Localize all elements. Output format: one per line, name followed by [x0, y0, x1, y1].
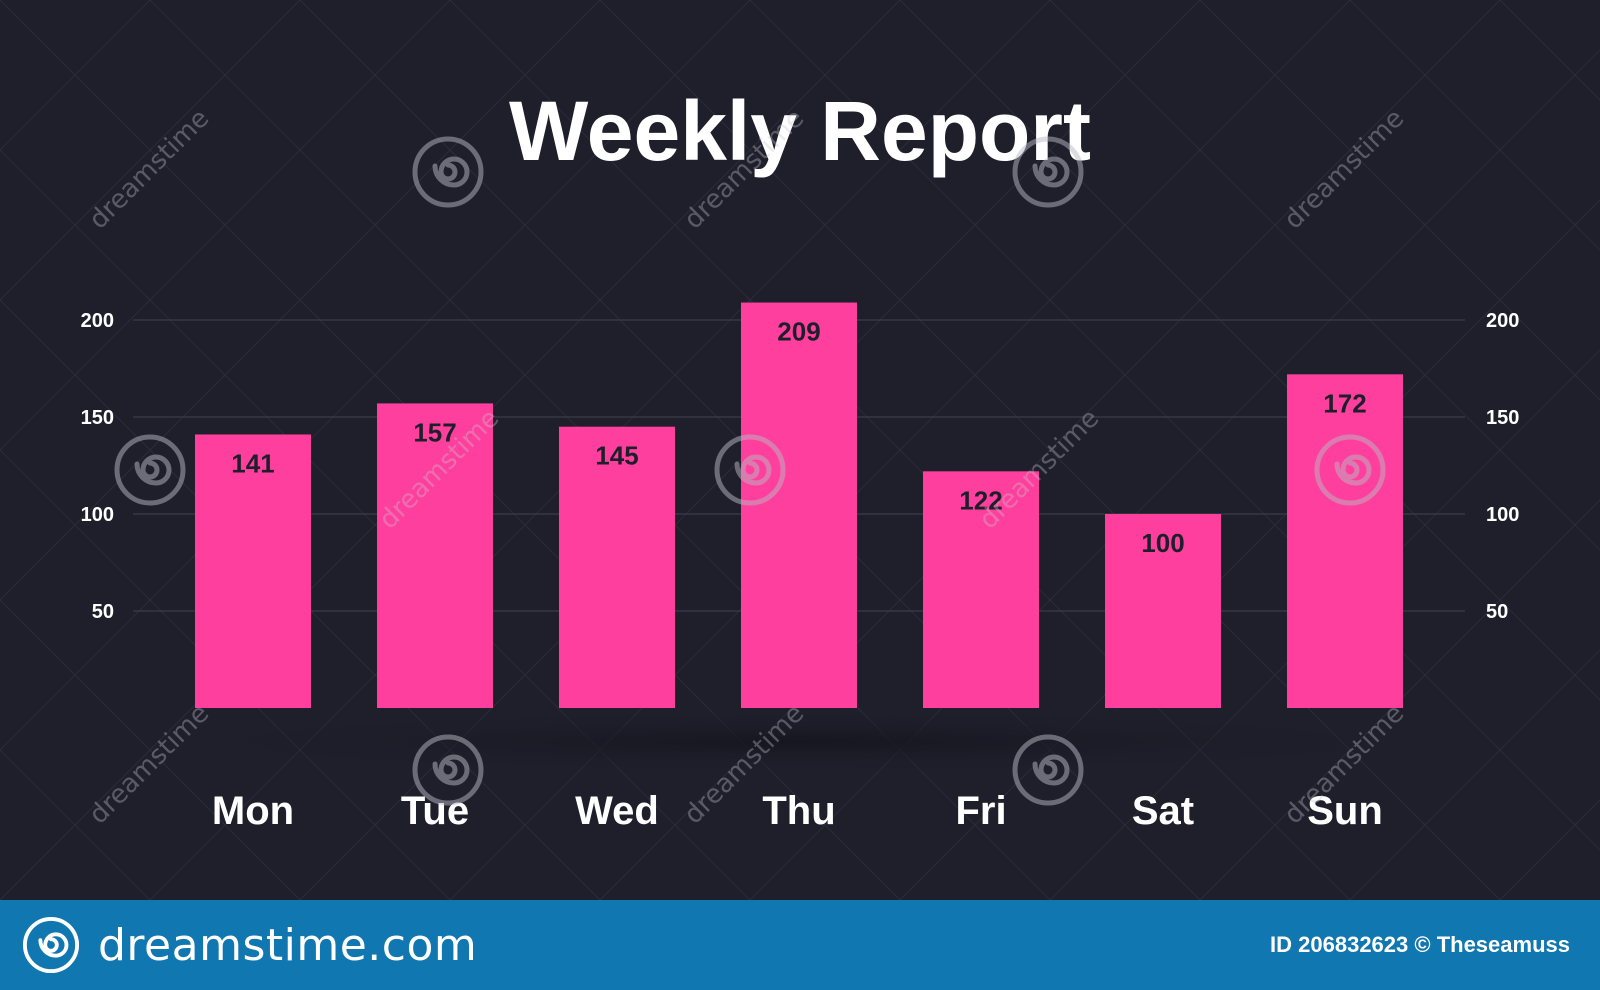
x-label-thu: Thu [762, 789, 835, 833]
x-label-sat: Sat [1132, 789, 1194, 833]
y-axis-left: 50 100 150 200 [81, 310, 114, 623]
footer-bar: dreamstime.com ID 206832623 © Theseamuss [0, 900, 1600, 990]
watermark-text: dreamstime [84, 699, 216, 831]
watermark-text: dreamstime [1279, 104, 1411, 236]
bar-wed [559, 426, 675, 708]
spiral-icon [22, 916, 80, 974]
y-tick-left-100: 100 [81, 504, 114, 526]
spiral-icon [1012, 136, 1084, 208]
bars: 141 157 145 209 122 100 172 [195, 302, 1403, 708]
data-label-sat: 100 [1141, 528, 1184, 558]
spiral-icon [412, 136, 484, 208]
chart-title: Weekly Report [509, 84, 1091, 178]
data-label-mon: 141 [231, 448, 274, 478]
pattern-line [1199, 0, 1600, 401]
bar-thu [741, 302, 857, 708]
watermark-text: dreamstime [84, 104, 216, 236]
data-label-sun: 172 [1323, 388, 1366, 418]
y-tick-right-50: 50 [1486, 601, 1508, 623]
bar-fri [923, 471, 1039, 708]
spiral-icon [114, 434, 186, 506]
x-label-tue: Tue [401, 789, 469, 833]
bar-sat [1105, 514, 1221, 708]
pattern-line [1349, 649, 1600, 900]
image-credit: ID 206832623 © Theseamuss [1270, 932, 1570, 957]
data-label-wed: 145 [595, 441, 638, 471]
spiral-icon [1012, 734, 1084, 806]
bar-sun [1287, 374, 1403, 708]
data-label-fri: 122 [959, 485, 1002, 515]
spiral-icon [1314, 434, 1386, 506]
bar-tue [377, 403, 493, 708]
x-label-fri: Fri [955, 789, 1006, 833]
data-label-thu: 209 [777, 317, 820, 347]
spiral-icon [714, 434, 786, 506]
y-tick-left-150: 150 [81, 407, 114, 429]
y-tick-right-200: 200 [1486, 310, 1519, 332]
brand-name: dreamstime.com [98, 919, 478, 971]
y-tick-left-200: 200 [81, 310, 114, 332]
y-axis-right: 50 100 150 200 [1486, 310, 1519, 623]
y-tick-right-100: 100 [1486, 504, 1519, 526]
x-label-sun: Sun [1307, 789, 1383, 833]
x-label-mon: Mon [212, 789, 294, 833]
watermark-text: dreamstime [974, 404, 1106, 536]
brand[interactable]: dreamstime.com [22, 916, 477, 974]
x-label-wed: Wed [575, 789, 659, 833]
y-tick-left-50: 50 [92, 601, 114, 623]
x-axis-labels: Mon Tue Wed Thu Fri Sat Sun [212, 789, 1383, 833]
bar-mon [195, 434, 311, 708]
spiral-icon [412, 734, 484, 806]
pattern-line [1349, 0, 1600, 251]
y-tick-right-150: 150 [1486, 407, 1519, 429]
data-label-tue: 157 [413, 417, 456, 447]
